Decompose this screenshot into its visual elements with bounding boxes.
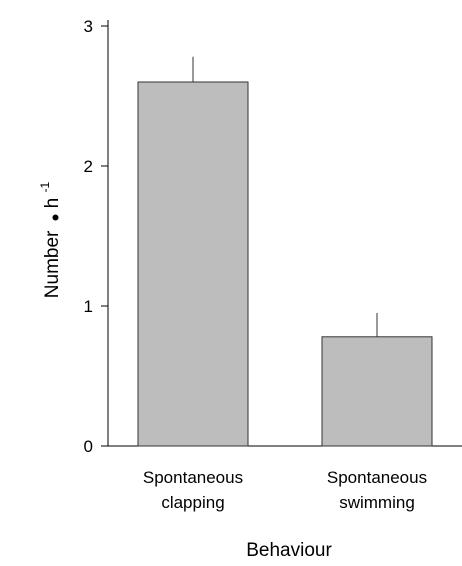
y-tick-label: 0 <box>84 437 93 456</box>
bars <box>137 56 433 447</box>
y-ticks: 0 1 2 3 <box>84 17 108 456</box>
bar <box>321 336 433 447</box>
x-category-label: clapping <box>161 493 224 512</box>
x-category-label: Spontaneous <box>143 468 243 487</box>
x-category-label: Spontaneous <box>327 468 427 487</box>
y-axis-title-dot: • <box>43 214 68 222</box>
y-tick-label: 2 <box>84 157 93 176</box>
x-category-labels: Spontaneous clapping Spontaneous swimming <box>143 468 427 512</box>
y-axis-title-unit: h <box>42 198 63 209</box>
bar <box>137 81 249 447</box>
y-axis-title-exponent: -1 <box>38 181 52 192</box>
y-tick-label: 1 <box>84 297 93 316</box>
y-tick-label: 3 <box>84 17 93 36</box>
y-axis-title-main: Number <box>42 230 63 298</box>
y-axis-title: Number • h -1 <box>38 181 68 298</box>
x-axis-title: Behaviour <box>246 540 332 561</box>
x-category-label: swimming <box>339 493 415 512</box>
